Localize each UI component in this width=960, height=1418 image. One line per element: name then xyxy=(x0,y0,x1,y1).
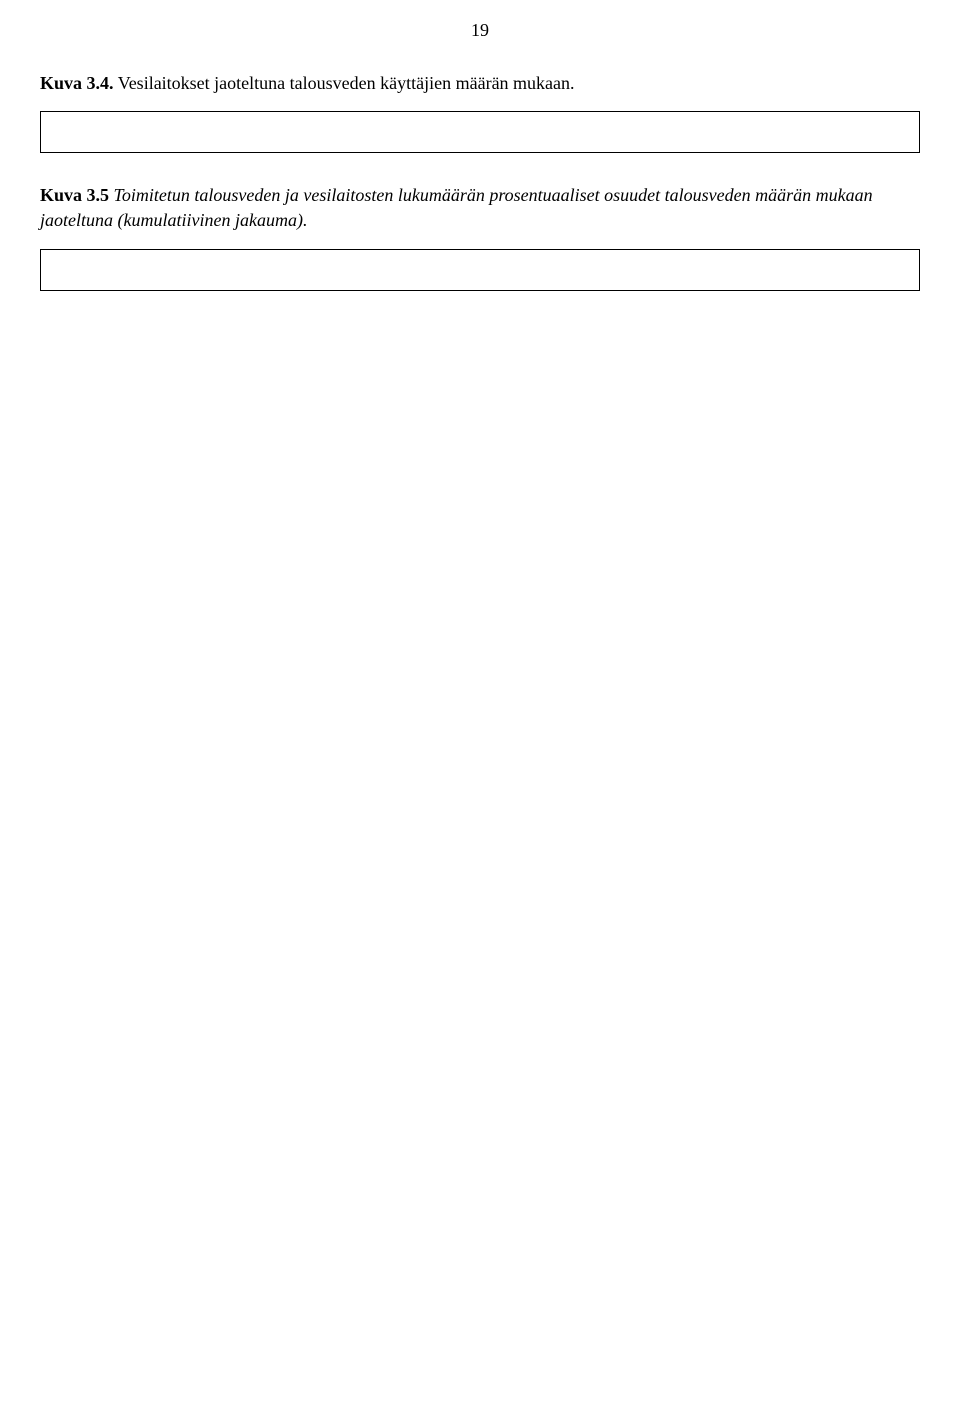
caption-body: Vesilaitokset jaoteltuna talousveden käy… xyxy=(114,73,575,93)
page: 19 Kuva 3.4. Vesilaitokset jaoteltuna ta… xyxy=(0,0,960,361)
page-number: 19 xyxy=(40,20,920,41)
caption-body: Toimitetun talousveden ja vesilaitosten … xyxy=(40,185,873,230)
figure-3-4-caption: Kuva 3.4. Vesilaitokset jaoteltuna talou… xyxy=(40,71,920,96)
chart-2-frame xyxy=(40,249,920,291)
figure-3-5-caption: Kuva 3.5 Toimitetun talousveden ja vesil… xyxy=(40,183,920,233)
caption-prefix: Kuva 3.5 xyxy=(40,185,109,205)
caption-prefix: Kuva 3.4. xyxy=(40,73,114,93)
chart-1-frame xyxy=(40,111,920,153)
